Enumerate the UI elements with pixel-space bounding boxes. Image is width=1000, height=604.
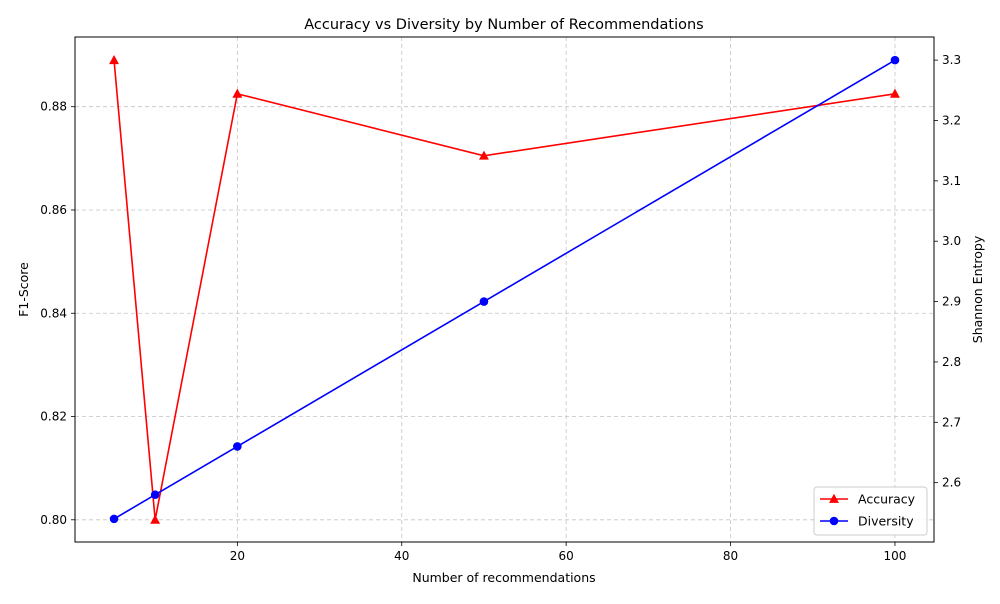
data-point-accuracy [232,88,243,98]
x-axis: 20 40 60 80 100 [230,542,907,563]
legend-item-diversity: Diversity [820,514,914,529]
y2-tick-label: 2.8 [942,355,961,369]
x-tick-label: 20 [230,549,245,563]
y2-tick-label: 2.9 [942,295,961,309]
y2-tick-label: 2.6 [942,476,961,490]
y-tick-label: 0.82 [40,410,67,424]
x-axis-label: Number of recommendations [412,570,595,585]
y-tick-label: 0.84 [40,306,67,320]
legend-marker [829,516,839,526]
grid [75,37,934,542]
x-tick-label: 60 [559,549,574,563]
chart-title: Accuracy vs Diversity by Number of Recom… [304,17,703,33]
data-point-diversity [890,55,900,65]
legend-marker [829,493,839,503]
x-tick-label: 40 [394,549,409,563]
y2-tick-label: 3.1 [942,174,961,188]
y2-tick-label: 2.7 [942,415,961,429]
y-tick-label: 0.80 [40,513,67,527]
y-axis-label: F1-Score [16,262,31,317]
legend-label: Diversity [858,514,914,529]
data-point-diversity [109,514,119,524]
y2-tick-label: 3.2 [942,113,961,127]
data-point-accuracy [109,55,119,65]
data-point-accuracy [890,88,900,98]
x-tick-label: 80 [723,549,738,563]
y2-tick-label: 3.0 [942,234,961,248]
data-point-diversity [233,442,242,451]
data-point-accuracy [150,514,161,524]
x-tick-label: 100 [884,549,907,563]
y2-tick-label: 3.3 [942,53,961,67]
y2-axis-label: Shannon Entropy [970,235,985,343]
data-point-accuracy [479,150,489,160]
data-point-diversity [150,490,160,500]
legend-label: Accuracy [858,492,916,507]
series-diversity [109,55,900,524]
y-tick-label: 0.88 [40,100,67,114]
y-tick-label: 0.86 [40,203,67,217]
y-axis-right: 2.6 2.7 2.8 2.9 3.0 3.1 3.2 3.3 [934,53,961,490]
y-axis-left: 0.80 0.82 0.84 0.86 0.88 [40,100,75,527]
legend-item-accuracy: Accuracy [820,492,916,507]
series-layer [109,55,900,524]
plot-frame [74,36,935,543]
data-point-diversity [479,297,489,306]
series-accuracy [109,55,900,524]
legend: Accuracy Diversity [813,486,928,536]
